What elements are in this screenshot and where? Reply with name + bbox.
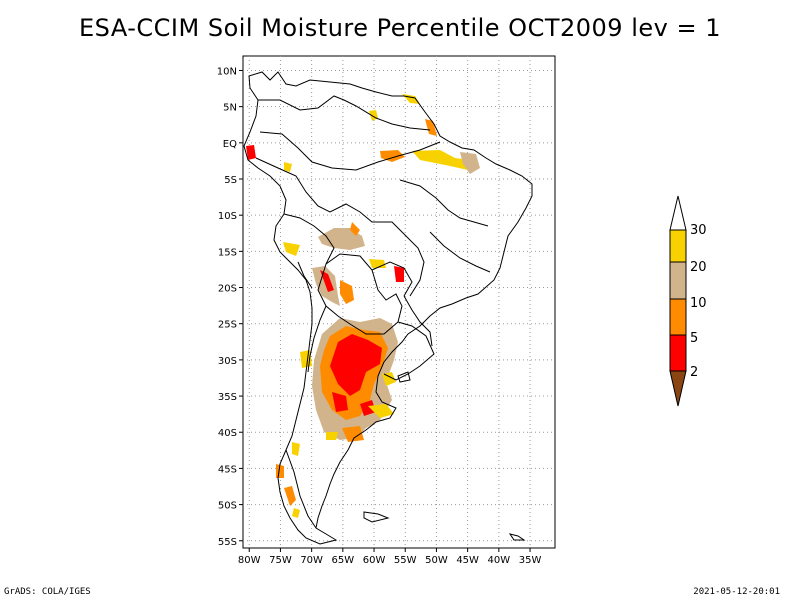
colorbar-top-arrow bbox=[669, 195, 687, 231]
colorbar-segment-5-10 bbox=[669, 298, 687, 336]
lon-tick-label: 60W bbox=[363, 555, 386, 566]
lon-tick-label: 40W bbox=[488, 555, 511, 566]
lat-tick-label: 30S bbox=[218, 356, 237, 367]
colorbar-label: 10 bbox=[690, 296, 707, 311]
plot-frame bbox=[242, 55, 556, 549]
coastlines bbox=[243, 71, 533, 545]
colorbar: 30 20 10 5 2 bbox=[669, 195, 707, 407]
lat-tick-label: 50S bbox=[218, 501, 237, 512]
colorbar-label: 30 bbox=[690, 223, 707, 238]
colorbar-segment-10-20 bbox=[669, 261, 687, 300]
lat-tick-label: 15S bbox=[218, 247, 237, 258]
footer-credit: GrADS: COLA/IGES bbox=[4, 587, 91, 597]
lat-tick-label: EQ bbox=[223, 139, 237, 150]
lat-tick-label: 10N bbox=[217, 66, 237, 77]
map-title: ESA-CCIM Soil Moisture Percentile OCT200… bbox=[79, 14, 721, 42]
lat-tick-label: 10S bbox=[218, 211, 237, 222]
footer-timestamp: 2021-05-12-20:01 bbox=[693, 587, 780, 597]
lat-tick-label: 45S bbox=[218, 464, 237, 475]
lon-tick-label: 35W bbox=[519, 555, 542, 566]
grid-lines bbox=[243, 56, 555, 548]
colorbar-label: 20 bbox=[690, 260, 707, 275]
colorbar-segment-2-5 bbox=[669, 334, 687, 372]
lon-tick-label: 70W bbox=[300, 555, 323, 566]
colorbar-label: 2 bbox=[690, 365, 698, 380]
lon-tick-label: 75W bbox=[269, 555, 292, 566]
colorbar-segment-20-30 bbox=[669, 229, 687, 263]
axis-tick-labels: 10N 5N EQ 5S 10S 15S 20S 25S 30S 35S 40S 45S 50S 55S8… bbox=[217, 66, 542, 566]
lon-tick-label: 80W bbox=[238, 555, 261, 566]
percentile-shading bbox=[246, 94, 480, 518]
lat-tick-label: 5S bbox=[224, 175, 237, 186]
lon-tick-label: 45W bbox=[456, 555, 479, 566]
lat-tick-label: 35S bbox=[218, 392, 237, 403]
lat-tick-label: 20S bbox=[218, 284, 237, 295]
lat-tick-label: 40S bbox=[218, 428, 237, 439]
lat-tick-label: 25S bbox=[218, 320, 237, 331]
lon-tick-label: 55W bbox=[394, 555, 417, 566]
lat-tick-label: 55S bbox=[218, 537, 237, 548]
colorbar-bottom-arrow bbox=[669, 370, 687, 407]
lon-tick-label: 65W bbox=[332, 555, 355, 566]
lon-tick-label: 50W bbox=[425, 555, 448, 566]
colorbar-label: 5 bbox=[690, 331, 698, 346]
lat-tick-label: 5N bbox=[223, 103, 237, 114]
axis-ticks bbox=[239, 69, 531, 552]
